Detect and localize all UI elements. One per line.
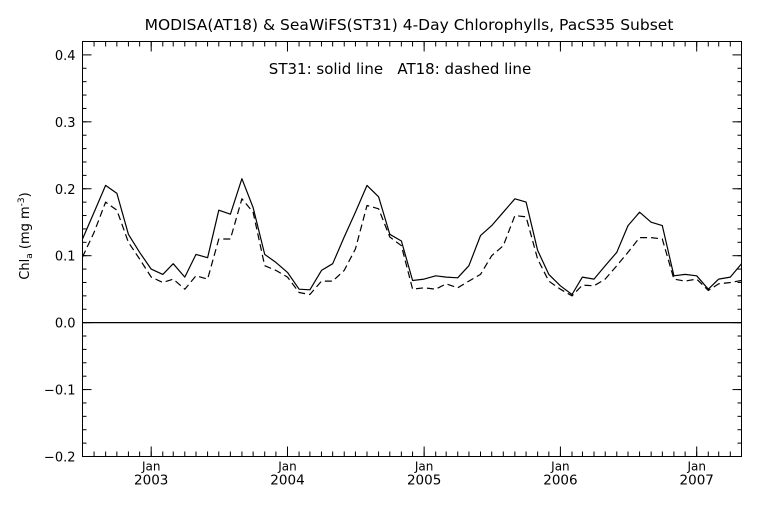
plot-frame [82,41,742,457]
y-tick-label: 0.1 [55,250,76,265]
x-tick-label-year: 2004 [270,473,304,489]
y-tick-label: −0.2 [44,451,76,466]
x-tick-label-year: 2007 [680,473,714,489]
x-tick-label-month: Jan [550,460,570,474]
chart-title: MODISA(AT18) & SeaWiFS(ST31) 4-Day Chlor… [145,16,674,34]
y-tick-label: 0.4 [55,49,76,64]
x-tick-label-year: 2003 [134,473,168,489]
y-axis-label-main: Chl [18,259,33,280]
x-tick-label-month: Jan [141,460,161,474]
x-tick-label-month: Jan [686,460,706,474]
x-tick-label-year: 2005 [407,473,441,489]
y-axis-label: Chla (mg m-3) [17,192,35,279]
chart-legend-note: ST31: solid line AT18: dashed line [269,60,531,78]
y-axis-label-unit-close: ) [18,192,33,197]
y-axis-label-subscript: a [25,253,35,259]
x-tick-label-year: 2006 [543,473,577,489]
y-axis-label-unit: (mg m [18,206,33,253]
y-tick-label: 0.0 [55,317,76,332]
x-tick-label-month: Jan [414,460,434,474]
series-line-at18 [81,198,742,297]
y-tick-label: 0.2 [55,183,76,198]
plot-series [81,178,742,297]
series-line-st31 [81,178,742,296]
x-tick-label-month: Jan [277,460,297,474]
y-tick-label: 0.3 [55,116,76,131]
y-axis-label-unit-exponent: -3 [17,197,27,206]
y-axis: 0.4 0.3 0.2 0.1 0.0 −0.1 −0.2 [44,49,742,466]
y-tick-label: −0.1 [44,384,76,399]
